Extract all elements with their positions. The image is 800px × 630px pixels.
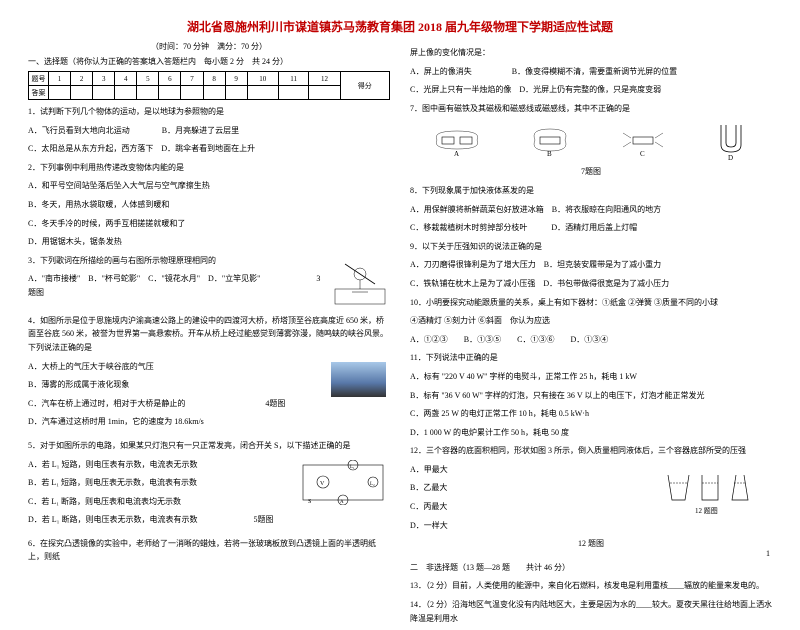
question-7: 7．图中画有磁铁及其磁极和磁感线或磁感线，其中不正确的是 — [410, 102, 772, 116]
svg-text:L₁: L₁ — [350, 465, 355, 470]
question-9-option: A．刀刃磨得很锋利是为了增大压力 B．坦克装安履带是为了减小重力 — [410, 258, 772, 272]
question-11-option: B．标有 "36 V 60 W" 字样的灯泡，只有接在 36 V 以上的电压下，… — [410, 389, 772, 403]
svg-text:A: A — [340, 500, 344, 505]
page-number: 1 — [766, 549, 770, 558]
table-header: 11 — [278, 72, 309, 86]
question-10-option: ④酒精灯 ⑤刻力计 ⑥斜面 你认为应选 — [410, 314, 772, 328]
question-2: 2．下列事例中利用热传递改变物体内能的是 — [28, 161, 390, 175]
question-12: 12．三个容器的底面积相同，形状如图 3 所示，倒入质量相同液体后，三个容器底部… — [410, 444, 772, 458]
table-header: 2 — [71, 72, 93, 86]
figure-7-magnets: A B C D — [410, 120, 772, 160]
magnet-a-icon: A — [427, 123, 487, 158]
question-13: 13．（2 分）目前，人类使用的能源中，来自化石燃料，核发电是利用重核____辐… — [410, 579, 772, 593]
svg-text:L₂: L₂ — [370, 482, 375, 487]
question-2-option: C．冬天手冷的时候，两手互相搓搓就暖和了 — [28, 217, 390, 231]
table-header: 6 — [159, 72, 181, 86]
question-4-option: D．汽车通过这桥时用 1min，它的速度为 18.6km/s — [28, 415, 390, 429]
question-8: 8．下列现象属于加快液体蒸发的是 — [410, 184, 772, 198]
question-6-option: A．屏上的像消失 B．像变得模糊不清，需要重新调节光屏的位置 — [410, 65, 772, 79]
question-8-option: A．用保鲜膜将新鲜蔬菜包好放进冰箱 B．将衣服晾在向阳通风的地方 — [410, 203, 772, 217]
magnet-c-icon: C — [613, 123, 673, 158]
answer-table: 题号 1 2 3 4 5 6 7 8 9 10 11 12 得分 答案 — [28, 71, 390, 100]
right-column: 屏上像的变化情况是： A．屏上的像消失 B．像变得模糊不清，需要重新调节光屏的位… — [410, 41, 772, 630]
question-9-option: C．铁轨铺在枕木上是为了减小压强 D．书包带做得很宽是为了减小压力 — [410, 277, 772, 291]
table-header: 9 — [225, 72, 247, 86]
svg-text:C: C — [640, 150, 645, 158]
question-11-option: D．1 000 W 的电炉累计工作 50 h，耗电 50 度 — [410, 426, 772, 440]
question-12-option: D．一样大 — [410, 519, 772, 533]
table-header: 12 — [309, 72, 340, 86]
table-header: 7 — [181, 72, 203, 86]
question-10-option: A．①②③ B．①③⑤ C．①③⑥ D．①③④ — [410, 333, 772, 347]
question-1-option: A．飞行员看到大地向北运动 B．月亮躲进了云层里 — [28, 124, 390, 138]
table-header: 4 — [115, 72, 137, 86]
question-2-option: A．和平号空间站坠落后坠入大气层与空气摩擦生热 — [28, 179, 390, 193]
svg-text:S: S — [308, 499, 311, 505]
exam-title: 湖北省恩施州利川市谋道镇苏马荡教育集团 2018 届九年级物理下学期适应性试题 — [28, 18, 772, 35]
figure-3-icon — [330, 254, 390, 309]
table-header: 3 — [93, 72, 115, 86]
left-column: （时间：70 分钟 满分：70 分） 一、选择题（将你认为正确的答案填入答题栏内… — [28, 41, 390, 630]
table-row-label: 答案 — [29, 86, 49, 100]
magnet-b-icon: B — [520, 123, 580, 158]
question-1-option: C．太阳总是从东方升起，西方落下 D．跳伞者看到地面在上升 — [28, 142, 390, 156]
exam-subtitle: （时间：70 分钟 满分：70 分） — [28, 41, 390, 52]
question-11-option: C．两盏 25 W 的电灯正常工作 10 h，耗电 0.5 kW·h — [410, 407, 772, 421]
figure-12-label: 12 题图 — [410, 537, 772, 551]
question-6: 6．在探究凸透镜像的实验中，老师给了一消晰的蜡烛，若将一张玻璃板放到凸透镜上面的… — [28, 537, 390, 564]
svg-text:B: B — [547, 150, 552, 158]
question-2-option: D．用锯锯木头，锯条发热 — [28, 235, 390, 249]
question-5-option: D．若 L₁ 断路，则电压表无示数，电流表有示数 5题图 — [28, 513, 390, 527]
figure-12-containers-icon: 12 题图 — [660, 465, 770, 515]
figure-4-image — [331, 362, 386, 397]
question-14: 14．（2 分）沿海地区气温变化没有内陆地区大，主要是因为水的____较大。夏夜… — [410, 598, 772, 625]
question-1: 1．试判断下列几个物体的运动，是以地球为参照物的是 — [28, 105, 390, 119]
magnet-d-icon: D — [706, 120, 756, 160]
section-2-header: 二 非选择题（13 题—28 题 共计 46 分） — [410, 561, 772, 575]
table-header: 5 — [137, 72, 159, 86]
question-8-option: C．移栽裁植树木时剪掉部分枝叶 D．酒精灯用后盖上灯帽 — [410, 221, 772, 235]
table-header: 题号 — [29, 72, 49, 86]
table-header: 得分 — [340, 72, 389, 100]
question-5: 5．对于如图所示的电路，如果某只灯泡只有一只正常发亮，闭合开关 S，以下描述正确… — [28, 439, 390, 453]
question-6-option: C．光屏上只有一半烛焰的像 D．光屏上仍有完整的像，只是亮度变弱 — [410, 83, 772, 97]
figure-7-label: 7题图 — [410, 165, 772, 179]
question-11: 11．下列说法中正确的是 — [410, 351, 772, 365]
svg-text:D: D — [728, 154, 733, 160]
question-11-option: A．标有 "220 V 40 W" 字样的电熨斗，正常工作 25 h，耗电 1 … — [410, 370, 772, 384]
question-9: 9．以下关于压强知识的说法正确的是 — [410, 240, 772, 254]
question-4: 4．如图所示是位于恩施境内沪渝高速公路上的建设中的四渡河大桥，桥塔顶至谷底高度近… — [28, 314, 390, 355]
table-header: 8 — [203, 72, 225, 86]
figure-5-circuit-icon: V L₁ L₂ A S — [298, 460, 388, 505]
question-10: 10．小明要探究动能跟质量的关系，桌上有如下器材：①纸盒 ②弹簧 ③质量不同的小… — [410, 296, 772, 310]
svg-text:12 题图: 12 题图 — [695, 507, 718, 515]
table-header: 10 — [247, 72, 278, 86]
section-1-header: 一、选择题（将你认为正确的答案填入答题栏内 每小题 2 分 共 24 分） — [28, 56, 390, 67]
question-6-cont: 屏上像的变化情况是： — [410, 46, 772, 60]
table-header: 1 — [49, 72, 71, 86]
svg-text:V: V — [320, 481, 325, 487]
svg-text:A: A — [454, 150, 459, 158]
question-4-option: C．汽车在桥上通过时，相对于大桥是静止的 4题图 — [28, 397, 390, 411]
question-2-option: B．冬天，用热水袋取暖，人体感到暖和 — [28, 198, 390, 212]
